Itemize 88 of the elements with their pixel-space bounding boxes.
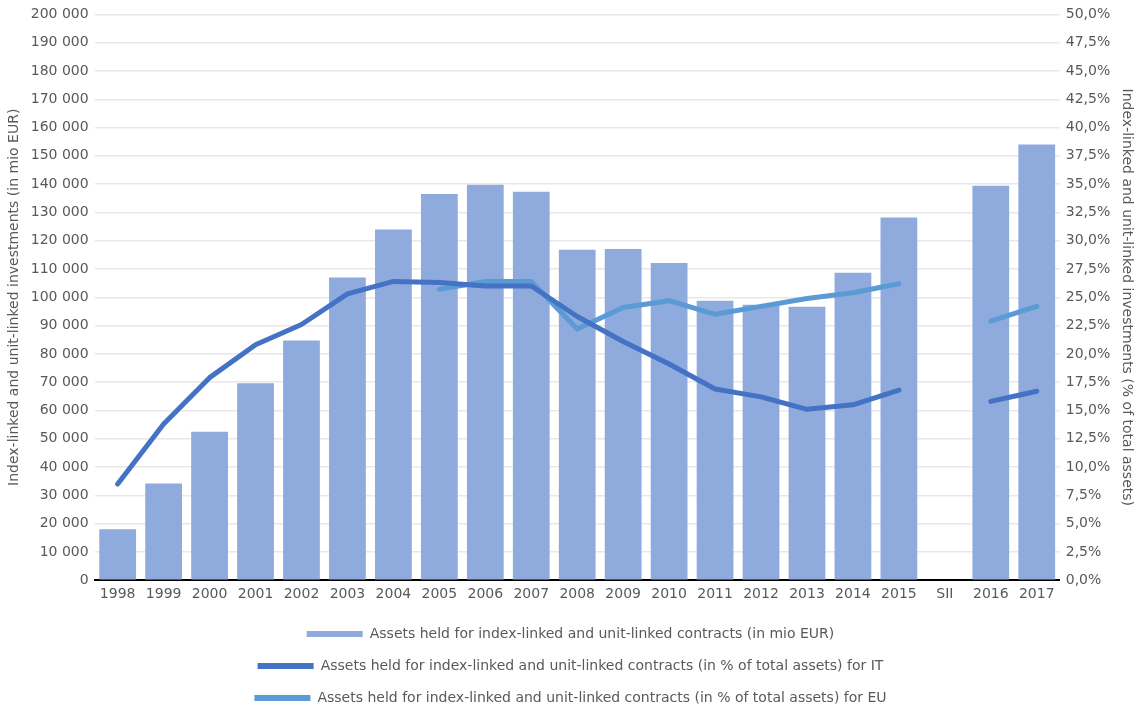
y-tick-label: 200 000 <box>30 5 89 22</box>
x-tick-label: 2013 <box>789 585 825 602</box>
x-tick-label: 2007 <box>513 585 550 602</box>
y2-tick-label: 35,0% <box>1065 174 1111 191</box>
y-tick-label: 170 000 <box>30 89 89 106</box>
x-tick-label: 2000 <box>191 585 228 602</box>
bar <box>191 431 228 580</box>
y2-tick-label: 20,0% <box>1065 344 1111 361</box>
x-tick-label: 2005 <box>421 585 458 602</box>
y-tick-label: 190 000 <box>30 33 89 50</box>
x-tick-label: 1999 <box>145 585 182 602</box>
y2-tick-label: 32,5% <box>1065 203 1111 220</box>
y2-tick-label: 37,5% <box>1065 146 1111 163</box>
y2-tick-label: 47,5% <box>1065 33 1111 50</box>
y-tick-label: 0 <box>79 570 89 587</box>
bar <box>742 304 780 580</box>
x-tick-label: 1998 <box>99 585 136 602</box>
x-tick-label: 2010 <box>651 585 687 602</box>
y2-tick-label: 5,0% <box>1065 514 1102 531</box>
bar <box>420 194 458 580</box>
y-axis-title: Index-linked and unit-linked investments (in mio EUR) <box>5 108 22 486</box>
y2-tick-label: 50,0% <box>1065 5 1111 22</box>
y-tick-label: 120 000 <box>30 231 89 248</box>
y-tick-label: 150 000 <box>30 146 89 163</box>
bar <box>558 249 596 580</box>
bar <box>237 383 274 580</box>
y2-tick-label: 25,0% <box>1065 287 1111 304</box>
y2-tick-label: 27,5% <box>1065 259 1111 276</box>
legend-label: Assets held for index-linked and unit-linked contracts (in % of total assets) for EU <box>317 688 887 705</box>
x-tick-label: 2003 <box>329 585 366 602</box>
y2-tick-label: 45,0% <box>1065 61 1111 78</box>
y-tick-label: 70 000 <box>39 372 89 389</box>
x-tick-label: 2014 <box>835 585 871 602</box>
y-tick-label: 160 000 <box>30 118 89 135</box>
bar <box>375 229 412 580</box>
bar <box>283 340 320 580</box>
y2-tick-label: 42,5% <box>1065 89 1111 106</box>
bar <box>145 483 183 580</box>
x-tick-label: 2002 <box>283 585 320 602</box>
y-tick-label: 130 000 <box>30 203 89 220</box>
y2-tick-label: 10,0% <box>1065 457 1111 474</box>
y-tick-label: 20 000 <box>39 514 89 531</box>
y2-tick-label: 30,0% <box>1065 231 1111 248</box>
y-tick-label: 110 000 <box>30 259 89 276</box>
x-tick-label: 2011 <box>697 585 733 602</box>
x-tick-label: 2009 <box>605 585 641 602</box>
legend-label: Assets held for index-linked and unit-linked contracts (in mio EUR) <box>369 624 835 641</box>
x-tick-label: 2006 <box>467 585 504 602</box>
y-tick-label: 90 000 <box>39 316 89 333</box>
y-tick-label: 30 000 <box>39 485 89 502</box>
bar <box>834 272 872 580</box>
y2-tick-label: 0,0% <box>1065 570 1102 587</box>
y2-tick-label: 40,0% <box>1065 118 1111 135</box>
bar <box>1018 144 1056 580</box>
bar <box>972 185 1010 580</box>
y2-tick-label: 15,0% <box>1065 401 1111 418</box>
y-tick-label: 10 000 <box>39 542 89 559</box>
y-tick-label: 60 000 <box>39 401 89 418</box>
y-tick-label: 100 000 <box>30 287 89 304</box>
bar <box>99 529 137 580</box>
x-tick-label: 2017 <box>1018 585 1055 602</box>
x-tick-label: SII <box>936 585 954 602</box>
legend-label: Assets held for index-linked and unit-linked contracts (in % of total assets) for IT <box>320 656 884 673</box>
x-tick-label: 2004 <box>375 585 412 602</box>
x-tick-label: 2016 <box>972 585 1009 602</box>
bar <box>512 191 550 580</box>
y2-axis-title: Index-linked and unit-linked investments (% of total assets) <box>1119 88 1136 507</box>
x-tick-label: 2001 <box>237 585 274 602</box>
x-tick-label: 2012 <box>743 585 779 602</box>
y2-tick-label: 17,5% <box>1065 372 1111 389</box>
x-tick-label: 2015 <box>881 585 917 602</box>
y-tick-label: 80 000 <box>39 344 89 361</box>
y2-tick-label: 2,5% <box>1065 542 1102 559</box>
bar <box>880 217 918 580</box>
bar <box>329 277 366 580</box>
bar <box>650 263 688 580</box>
bar <box>466 184 504 580</box>
y-tick-label: 40 000 <box>39 457 89 474</box>
y2-tick-label: 22,5% <box>1065 316 1111 333</box>
bar <box>788 306 826 580</box>
y-tick-label: 180 000 <box>30 61 89 78</box>
bar <box>604 248 642 580</box>
x-tick-label: 2008 <box>559 585 596 602</box>
y2-tick-label: 7,5% <box>1065 485 1102 502</box>
bar <box>696 300 734 580</box>
y-tick-label: 50 000 <box>39 429 89 446</box>
y2-tick-label: 12,5% <box>1065 429 1111 446</box>
y-tick-label: 140 000 <box>30 174 89 191</box>
